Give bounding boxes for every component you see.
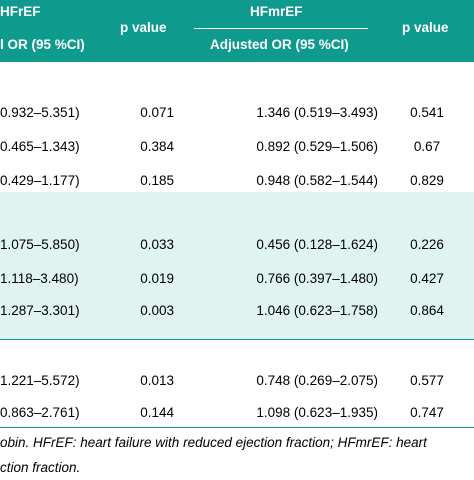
row-group-2: 1.075–5.850) 0.033 0.456 (0.128–1.624) 0…: [0, 192, 474, 340]
group-divider: [0, 339, 474, 340]
hfmref-p-value: 0.829: [410, 173, 444, 188]
table-bottom-rule: [0, 427, 474, 428]
hfmref-header: HFmrEF: [250, 4, 303, 19]
hfmref-or: 0.766 (0.397–1.480): [256, 271, 378, 286]
table-row: 1.287–3.301) 0.003 1.046 (0.623–1.758) 0…: [0, 300, 474, 324]
table-row: 1.221–5.572) 0.013 0.748 (0.269–2.075) 0…: [0, 370, 474, 394]
footnote-line-2: ction fraction.: [0, 460, 81, 475]
hfmref-or: 1.046 (0.623–1.758): [256, 303, 378, 318]
hfref-ci: 1.221–5.572): [0, 373, 80, 388]
or-header-2: Adjusted OR (95 %CI): [210, 37, 349, 52]
table-row: 1.118–3.480) 0.019 0.766 (0.397–1.480) 0…: [0, 268, 474, 292]
hfmref-p-value: 0.226: [410, 237, 444, 252]
or-header-1: l OR (95 %CI): [0, 37, 85, 52]
hfmref-or: 0.456 (0.128–1.624): [256, 237, 378, 252]
table-row: 0.429–1.177) 0.185 0.948 (0.582–1.544) 0…: [0, 170, 474, 194]
hfref-p-value: 0.384: [140, 139, 174, 154]
header-underline: [194, 28, 368, 29]
hfref-ci: 1.075–5.850): [0, 237, 80, 252]
hfref-ci: 1.287–3.301): [0, 303, 80, 318]
hfref-ci: 0.932–5.351): [0, 105, 80, 120]
hfref-p-value: 0.033: [140, 237, 174, 252]
table-header: HFrEF p value HFmrEF p value l OR (95 %C…: [0, 0, 474, 62]
hfref-p-value: 0.019: [140, 271, 174, 286]
p-value-header-2: p value: [402, 20, 449, 35]
table-row: 1.075–5.850) 0.033 0.456 (0.128–1.624) 0…: [0, 234, 474, 258]
hfref-ci: 0.863–2.761): [0, 405, 80, 420]
hfref-p-value: 0.003: [140, 303, 174, 318]
hfmref-or: 1.346 (0.519–3.493): [256, 105, 378, 120]
table-row: 0.932–5.351) 0.071 1.346 (0.519–3.493) 0…: [0, 102, 474, 126]
hfref-ci: 0.465–1.343): [0, 139, 80, 154]
hfmref-or: 0.748 (0.269–2.075): [256, 373, 378, 388]
hfref-p-value: 0.071: [140, 105, 174, 120]
hfref-ci: 0.429–1.177): [0, 173, 80, 188]
hfref-p-value: 0.144: [140, 405, 174, 420]
footnote-line-1: obin. HFrEF: heart failure with reduced …: [0, 435, 427, 450]
table-footnote: obin. HFrEF: heart failure with reduced …: [0, 430, 427, 480]
hfref-ci: 1.118–3.480): [0, 271, 79, 286]
row-group-1: 0.932–5.351) 0.071 1.346 (0.519–3.493) 0…: [0, 62, 474, 192]
table-row: 0.465–1.343) 0.384 0.892 (0.529–1.506) 0…: [0, 136, 474, 160]
hfmref-p-value: 0.577: [410, 373, 444, 388]
hfmref-or: 0.948 (0.582–1.544): [256, 173, 378, 188]
hfmref-p-value: 0.541: [410, 105, 444, 120]
hfref-p-value: 0.185: [140, 173, 174, 188]
hfmref-p-value: 0.427: [410, 271, 444, 286]
row-group-3: 1.221–5.572) 0.013 0.748 (0.269–2.075) 0…: [0, 340, 474, 446]
hfref-header: HFrEF: [0, 4, 41, 19]
hfref-p-value: 0.013: [140, 373, 174, 388]
hfmref-p-value: 0.864: [410, 303, 444, 318]
hfmref-p-value: 0.747: [410, 405, 444, 420]
hfmref-p-value: 0.67: [413, 139, 441, 154]
hfmref-or: 1.098 (0.623–1.935): [256, 405, 378, 420]
p-value-header-1: p value: [120, 20, 167, 35]
table-row: 0.863–2.761) 0.144 1.098 (0.623–1.935) 0…: [0, 402, 474, 426]
hfmref-or: 0.892 (0.529–1.506): [256, 139, 378, 154]
